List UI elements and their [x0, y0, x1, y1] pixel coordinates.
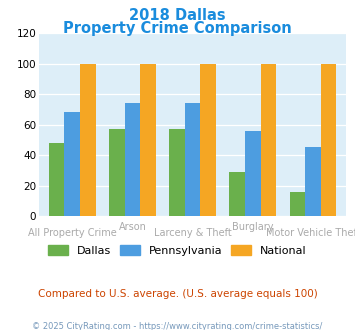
- Text: Arson: Arson: [119, 222, 146, 232]
- Bar: [201, 63, 216, 216]
- Bar: [64, 112, 80, 216]
- Bar: [305, 148, 321, 216]
- Bar: [261, 63, 276, 216]
- Legend: Dallas, Pennsylvania, National: Dallas, Pennsylvania, National: [44, 241, 311, 260]
- Bar: [140, 63, 156, 216]
- Text: 2018 Dallas: 2018 Dallas: [129, 8, 226, 23]
- Bar: [125, 103, 140, 216]
- Text: Larceny & Theft: Larceny & Theft: [154, 228, 231, 238]
- Bar: [185, 103, 201, 216]
- Text: Motor Vehicle Theft: Motor Vehicle Theft: [266, 228, 355, 238]
- Bar: [109, 129, 125, 216]
- Bar: [80, 63, 95, 216]
- Bar: [49, 143, 64, 216]
- Text: All Property Crime: All Property Crime: [28, 228, 116, 238]
- Text: Property Crime Comparison: Property Crime Comparison: [63, 21, 292, 36]
- Text: © 2025 CityRating.com - https://www.cityrating.com/crime-statistics/: © 2025 CityRating.com - https://www.city…: [32, 322, 323, 330]
- Text: Burglary: Burglary: [232, 222, 274, 232]
- Bar: [169, 129, 185, 216]
- Bar: [290, 192, 305, 216]
- Text: Compared to U.S. average. (U.S. average equals 100): Compared to U.S. average. (U.S. average …: [38, 289, 317, 299]
- Bar: [245, 131, 261, 216]
- Bar: [321, 63, 337, 216]
- Bar: [229, 172, 245, 216]
